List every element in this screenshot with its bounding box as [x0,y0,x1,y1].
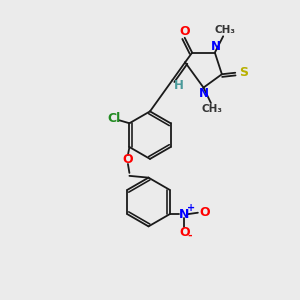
Text: -: - [188,231,192,241]
Text: CH₃: CH₃ [214,25,235,35]
Text: CH₃: CH₃ [202,104,223,114]
Text: O: O [123,153,133,166]
Text: +: + [187,203,195,213]
Text: S: S [239,66,248,79]
Text: N: N [199,87,209,100]
Text: N: N [179,208,190,221]
Text: H: H [174,79,184,92]
Text: Cl: Cl [107,112,121,125]
Text: O: O [179,25,190,38]
Text: O: O [179,226,190,239]
Text: N: N [211,40,220,53]
Text: O: O [199,206,210,219]
